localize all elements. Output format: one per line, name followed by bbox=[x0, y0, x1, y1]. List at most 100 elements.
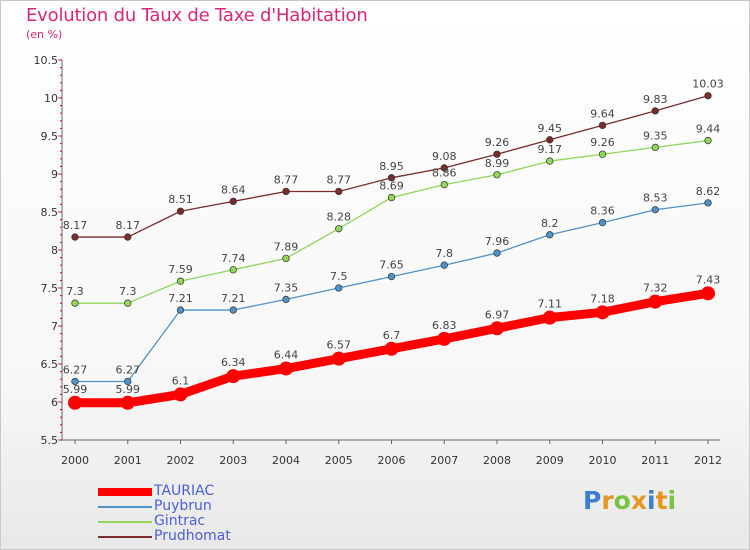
data-point bbox=[651, 206, 659, 214]
data-label: 8.53 bbox=[643, 192, 668, 205]
data-point bbox=[704, 92, 712, 100]
y-tick-label: 9.5 bbox=[41, 130, 59, 143]
data-label: 7.43 bbox=[696, 273, 721, 286]
data-label: 8.62 bbox=[696, 185, 721, 198]
data-point bbox=[546, 136, 554, 144]
data-point bbox=[331, 351, 346, 366]
x-tick-label: 2006 bbox=[378, 454, 406, 467]
y-tick-label: 6 bbox=[51, 396, 58, 409]
data-label: 8.17 bbox=[116, 219, 141, 232]
data-point bbox=[490, 321, 504, 336]
data-point bbox=[598, 150, 607, 158]
data-label: 7.8 bbox=[436, 247, 454, 260]
logo-letter: r bbox=[601, 486, 614, 515]
data-point bbox=[176, 207, 185, 215]
data-label: 9.44 bbox=[696, 123, 721, 136]
x-tick-label: 2008 bbox=[483, 454, 511, 467]
data-point bbox=[493, 249, 501, 257]
data-label: 7.96 bbox=[485, 235, 510, 248]
data-point bbox=[440, 261, 448, 269]
data-label: 9.26 bbox=[590, 136, 615, 149]
data-point bbox=[124, 233, 132, 241]
data-label: 7.3 bbox=[66, 285, 84, 298]
data-label: 7.32 bbox=[643, 282, 668, 295]
y-tick-label: 9 bbox=[51, 168, 58, 181]
logo-letter: t bbox=[655, 486, 668, 515]
data-label: 9.08 bbox=[432, 150, 457, 163]
data-point bbox=[387, 174, 396, 182]
legend-item: Puybrun bbox=[98, 498, 318, 515]
data-point bbox=[120, 395, 135, 410]
data-label: 6.27 bbox=[63, 363, 88, 376]
data-label: 7.59 bbox=[168, 263, 193, 276]
logo-letter: P bbox=[583, 486, 602, 515]
data-label: 10.03 bbox=[692, 78, 724, 91]
y-tick-label: 6.5 bbox=[41, 358, 59, 371]
data-label: 6.57 bbox=[327, 339, 352, 352]
legend-label: Gintrac bbox=[154, 513, 206, 529]
data-label: 8.36 bbox=[590, 205, 615, 218]
data-point bbox=[704, 136, 712, 145]
data-point bbox=[173, 387, 188, 402]
data-label: 8.99 bbox=[485, 157, 510, 170]
data-label: 7.65 bbox=[379, 259, 404, 272]
logo-letter: o bbox=[613, 486, 631, 515]
data-point bbox=[546, 157, 554, 165]
data-point bbox=[124, 299, 132, 307]
data-point bbox=[493, 150, 501, 158]
data-point bbox=[598, 121, 607, 130]
data-point bbox=[440, 164, 448, 172]
data-point bbox=[384, 341, 399, 356]
legend-item: TAURIAC bbox=[98, 483, 318, 500]
x-tick-label: 2007 bbox=[430, 454, 458, 467]
legend-swatch bbox=[98, 488, 152, 496]
x-tick-label: 2005 bbox=[325, 454, 353, 467]
x-tick-label: 2009 bbox=[536, 454, 564, 467]
data-labels: 8.17 8.17 8.51 8.64 8.77 8.77 8.95 9.08 9.26 9.45… bbox=[63, 78, 724, 396]
data-label: 8.69 bbox=[379, 180, 404, 193]
data-label: 6.44 bbox=[274, 349, 299, 362]
data-label: 7.21 bbox=[221, 292, 246, 305]
data-point bbox=[176, 306, 185, 314]
legend-swatch bbox=[98, 506, 152, 508]
data-point bbox=[701, 286, 715, 301]
data-point bbox=[71, 233, 79, 241]
x-tick-label: 2002 bbox=[167, 454, 195, 467]
proxiti-logo: Proxiti bbox=[583, 486, 676, 515]
data-point bbox=[282, 254, 290, 263]
data-point bbox=[437, 331, 452, 346]
data-point bbox=[387, 193, 396, 202]
x-tick-label: 2012 bbox=[694, 454, 722, 467]
data-label: 8.86 bbox=[432, 167, 457, 180]
y-tick-label: 8 bbox=[51, 244, 58, 257]
data-point bbox=[648, 294, 663, 309]
x-tick-label: 2011 bbox=[641, 454, 669, 467]
data-label: 8.77 bbox=[327, 173, 352, 186]
legend-swatch bbox=[98, 536, 152, 538]
data-point bbox=[229, 197, 237, 206]
logo-letter: i bbox=[647, 486, 656, 515]
data-label: 9.83 bbox=[643, 93, 668, 106]
data-label: 5.99 bbox=[116, 383, 141, 396]
legend-item: Gintrac bbox=[98, 513, 318, 530]
data-label: 8.28 bbox=[327, 211, 352, 224]
series-lines bbox=[68, 92, 715, 410]
data-label: 5.99 bbox=[63, 383, 88, 396]
logo-letter: x bbox=[630, 486, 647, 515]
data-label: 6.34 bbox=[221, 356, 246, 369]
data-point bbox=[176, 277, 185, 285]
data-label: 7.89 bbox=[274, 240, 299, 253]
legend-item: Prudhomat bbox=[98, 528, 318, 545]
data-label: 8.77 bbox=[274, 173, 299, 186]
y-tick-label: 10.5 bbox=[34, 54, 59, 67]
data-point bbox=[124, 377, 132, 386]
data-point bbox=[704, 199, 712, 207]
legend-swatch bbox=[98, 521, 152, 523]
x-tick-label: 2000 bbox=[61, 454, 89, 467]
data-label: 6.1 bbox=[172, 374, 190, 387]
data-point bbox=[229, 306, 237, 314]
data-point bbox=[71, 377, 79, 386]
